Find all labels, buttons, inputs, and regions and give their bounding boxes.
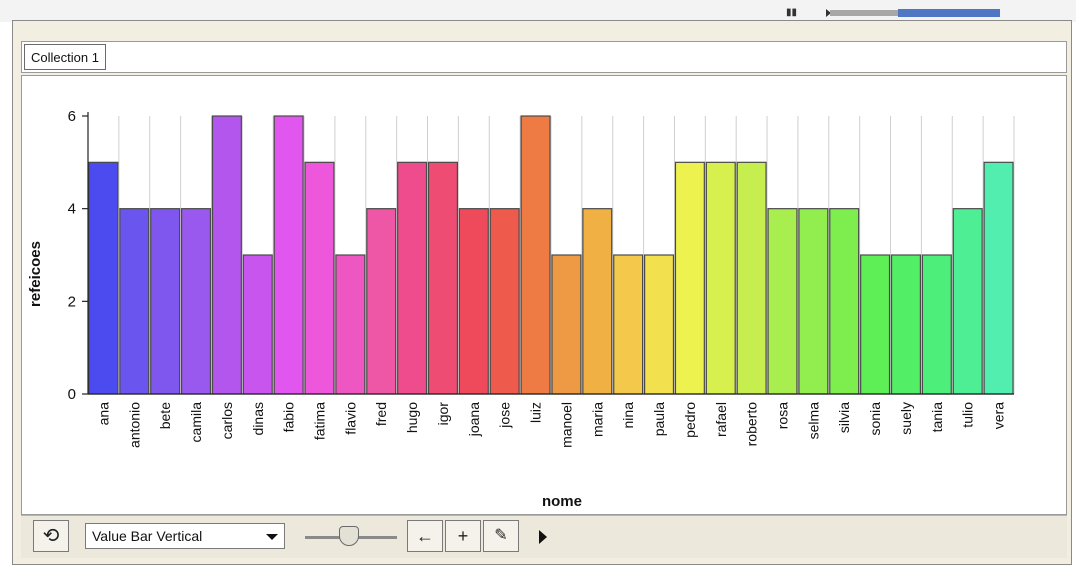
x-tick-label: igor — [435, 402, 451, 426]
scroll-track[interactable] — [830, 10, 898, 16]
pencil-icon: ✎ — [494, 527, 508, 544]
play-icon[interactable] — [539, 530, 547, 544]
x-tick-label: silvia — [836, 402, 852, 433]
bar-joana[interactable] — [458, 208, 489, 395]
plot-type-select[interactable]: Value Bar Vertical — [85, 523, 285, 549]
bar-roberto[interactable] — [736, 161, 767, 395]
axes-layer: ana antonio bete camila carlos dinas fabio fati… — [68, 108, 1014, 448]
bar-carlos[interactable] — [211, 115, 242, 395]
bars-layer — [88, 115, 1014, 395]
y-tick-label: 4 — [68, 201, 76, 218]
sync-arrows-icon: ⟲ — [42, 525, 60, 547]
x-tick-label: hugo — [404, 402, 420, 433]
bar-manoel[interactable] — [551, 254, 582, 395]
bar-antonio[interactable] — [119, 208, 150, 395]
arrow-tool-button[interactable]: ← — [407, 520, 443, 552]
bar-fabio[interactable] — [273, 115, 304, 395]
bar-sonia[interactable] — [860, 254, 891, 395]
plot-toolbar: ⟲ Value Bar Vertical ← + ✎ — [21, 515, 1067, 558]
plot-window: Collection 1 ana antonio bete camila carlos d… — [12, 20, 1072, 565]
collection-tab-strip: Collection 1 — [21, 41, 1067, 73]
x-tick-label: selma — [805, 402, 821, 440]
x-tick-label: pedro — [682, 402, 698, 438]
bar-nina[interactable] — [613, 254, 644, 395]
slider-thumb[interactable] — [339, 526, 359, 546]
bar-maria[interactable] — [582, 208, 613, 395]
y-tick-label: 6 — [68, 108, 76, 125]
add-tool-button[interactable]: + — [445, 520, 481, 552]
x-tick-label: ana — [95, 402, 111, 426]
bar-rafael[interactable] — [705, 161, 736, 395]
bar-ana[interactable] — [88, 161, 119, 395]
x-tick-label: dinas — [250, 402, 266, 435]
bar-igor[interactable] — [427, 161, 458, 395]
x-tick-label: bete — [157, 402, 173, 429]
x-tick-label: fabio — [281, 402, 297, 433]
x-tick-label: maria — [589, 402, 605, 437]
y-tick-label: 0 — [68, 386, 76, 403]
scroll-thumb[interactable] — [898, 9, 1000, 17]
bar-paula[interactable] — [643, 254, 675, 395]
x-tick-label: paula — [651, 402, 667, 436]
bar-suely[interactable] — [890, 254, 921, 395]
x-tick-label: rafael — [713, 402, 729, 437]
bar-hugo[interactable] — [397, 161, 428, 395]
bar-jose[interactable] — [489, 208, 520, 395]
left-arrow-icon: ← — [416, 526, 434, 546]
x-tick-label: joana — [466, 402, 482, 437]
bar-fatima[interactable] — [304, 161, 335, 395]
bar-vera[interactable] — [983, 161, 1014, 395]
zoom-slider[interactable] — [301, 524, 401, 550]
x-tick-label: sonia — [867, 402, 883, 436]
y-tick-label: 2 — [68, 293, 76, 310]
x-tick-label: nina — [620, 402, 636, 429]
bar-luiz[interactable] — [520, 115, 551, 395]
x-tick-label: luiz — [528, 402, 544, 423]
plot-type-value: Value Bar Vertical — [92, 528, 203, 544]
x-axis-label: nome — [542, 493, 582, 510]
bar-tulio[interactable] — [952, 208, 983, 395]
x-tick-label: vera — [991, 402, 1007, 429]
bar-chart: ana antonio bete camila carlos dinas fabio fati… — [27, 108, 1015, 510]
y-axis-label: refeicoes — [27, 241, 44, 307]
bar-pedro[interactable] — [674, 161, 705, 395]
x-tick-label: camila — [188, 402, 204, 443]
bar-dinas[interactable] — [242, 254, 273, 395]
x-tick-label: fred — [373, 402, 389, 426]
plus-icon: + — [457, 526, 469, 546]
plot-panel: ana antonio bete camila carlos dinas fabio fati… — [21, 75, 1067, 515]
chevron-down-icon — [266, 534, 278, 540]
bar-tania[interactable] — [921, 254, 952, 395]
bar-fred[interactable] — [366, 208, 397, 395]
bar-camila[interactable] — [181, 208, 212, 395]
bar-rosa[interactable] — [767, 208, 798, 395]
bar-flavio[interactable] — [335, 254, 366, 395]
x-tick-label: fatima — [312, 402, 328, 440]
x-tick-label: tania — [929, 402, 945, 433]
x-tick-label: antonio — [126, 402, 142, 448]
x-tick-label: rosa — [775, 402, 791, 429]
grip-icon: ▮▮ — [786, 7, 798, 18]
x-tick-label: suely — [898, 402, 914, 435]
x-tick-label: flavio — [342, 402, 358, 435]
x-tick-label: jose — [497, 402, 513, 429]
x-tick-label: manoel — [558, 402, 574, 448]
small-arrow-icon — [826, 9, 831, 17]
bar-silvia[interactable] — [829, 208, 860, 395]
collection-tab[interactable]: Collection 1 — [24, 44, 106, 70]
sync-button[interactable]: ⟲ — [33, 520, 69, 552]
x-tick-label: carlos — [219, 402, 235, 439]
bar-bete[interactable] — [150, 208, 181, 395]
x-tick-label: tulio — [960, 402, 976, 428]
desktop-top-bar: ▮▮ — [0, 0, 1076, 22]
bar-selma[interactable] — [798, 208, 829, 395]
grid-layer — [87, 116, 1015, 394]
pencil-tool-button[interactable]: ✎ — [483, 520, 519, 552]
x-tick-label: roberto — [744, 402, 760, 447]
